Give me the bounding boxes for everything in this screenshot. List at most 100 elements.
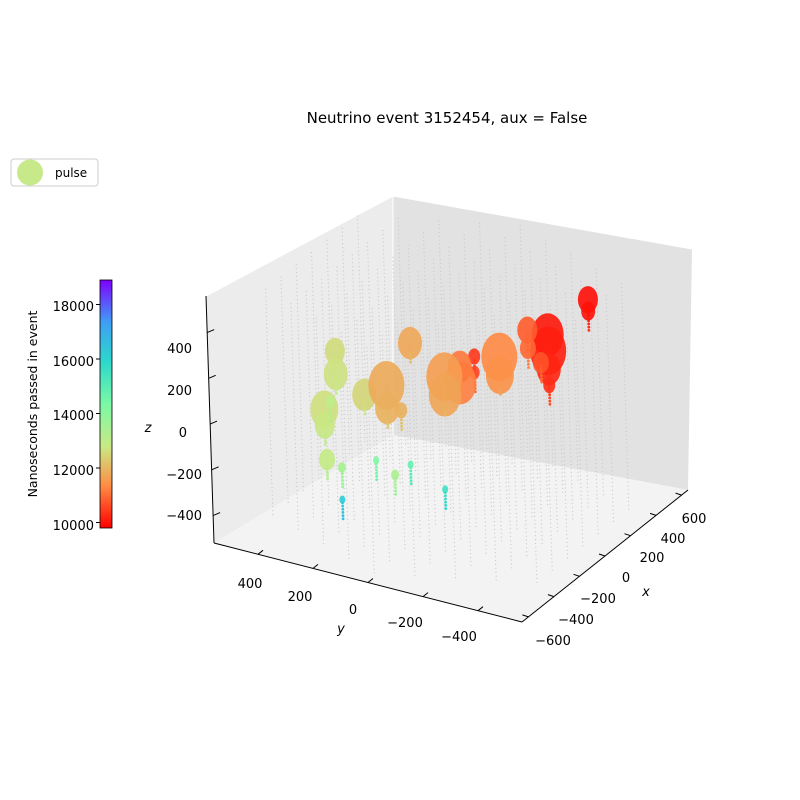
dom-dot	[503, 427, 505, 429]
dom-dot	[453, 522, 455, 524]
dom-dot	[356, 215, 359, 217]
dom-dot	[314, 353, 316, 355]
dom-dot	[489, 253, 491, 255]
dom-dot	[442, 480, 444, 482]
dom-dot	[368, 284, 370, 287]
dom-dot	[389, 560, 391, 562]
dom-dot	[433, 278, 435, 280]
dom-dot	[484, 381, 486, 384]
z-tick-mark	[208, 374, 216, 379]
dom-dot	[411, 365, 413, 367]
dom-dot	[357, 223, 359, 225]
pulse-point	[328, 403, 332, 407]
dom-dot	[393, 307, 396, 309]
dom-dot	[372, 319, 374, 321]
dom-dot	[597, 533, 599, 535]
dom-dot	[345, 476, 347, 478]
dom-dot	[469, 405, 471, 407]
dom-dot	[327, 488, 329, 490]
dom-dot	[511, 450, 513, 453]
dom-dot	[584, 420, 587, 422]
dom-dot	[433, 286, 435, 288]
dom-dot	[585, 436, 587, 438]
dom-dot	[602, 490, 605, 492]
dom-dot	[519, 419, 521, 421]
dom-dot	[476, 335, 478, 337]
dom-dot	[515, 294, 517, 297]
dom-dot	[363, 347, 365, 349]
dom-dot	[520, 458, 522, 460]
dom-dot	[569, 432, 571, 435]
dom-dot	[366, 362, 368, 364]
dom-dot	[434, 317, 436, 319]
dom-dot	[597, 315, 599, 317]
dom-dot	[516, 333, 518, 335]
dom-dot	[514, 466, 516, 468]
detector-string	[346, 293, 355, 521]
dom-dot	[311, 481, 313, 483]
dom-dot	[536, 399, 539, 401]
dom-dot	[534, 407, 536, 409]
dom-dot	[575, 421, 577, 423]
dom-dot	[537, 422, 539, 424]
dom-dot	[359, 428, 361, 431]
dom-dot	[440, 282, 442, 284]
dom-dot	[471, 413, 474, 415]
dom-dot	[602, 478, 604, 480]
dom-dot	[321, 294, 323, 296]
dom-dot	[490, 502, 492, 504]
dom-dot	[315, 317, 317, 319]
dom-dot	[346, 507, 348, 509]
dom-dot	[506, 318, 509, 320]
dom-dot	[483, 498, 485, 500]
dom-dot	[524, 496, 526, 498]
dom-dot	[418, 485, 420, 487]
dom-dot	[363, 339, 365, 341]
dom-dot	[622, 333, 624, 335]
dom-dot	[431, 418, 433, 420]
dom-dot	[565, 308, 567, 310]
dom-dot	[449, 495, 451, 497]
dom-dot	[360, 316, 362, 318]
dom-dot	[335, 433, 337, 435]
pulse-point	[400, 418, 403, 422]
detector-string	[620, 283, 630, 510]
dom-dot	[285, 443, 287, 445]
dom-dot	[464, 265, 466, 267]
dom-dot	[333, 465, 335, 467]
dom-dot	[521, 279, 523, 281]
dom-dot	[465, 428, 468, 430]
dom-dot	[424, 290, 426, 292]
dom-dot	[354, 339, 356, 342]
dom-dot	[580, 280, 582, 282]
dom-dot	[343, 409, 345, 412]
dom-dot	[366, 436, 368, 438]
dom-dot	[566, 549, 568, 551]
dom-dot	[350, 429, 352, 431]
dom-dot	[387, 509, 389, 511]
pulse-point	[548, 390, 551, 393]
dom-dot	[442, 468, 444, 470]
dom-dot	[388, 432, 390, 434]
dom-dot	[425, 306, 427, 308]
dom-dot	[456, 413, 458, 415]
dom-dot	[345, 355, 347, 358]
dom-dot	[564, 467, 566, 470]
pulse-point	[334, 385, 338, 389]
dom-dot	[369, 316, 371, 318]
dom-dot	[293, 408, 295, 410]
dom-dot	[385, 451, 387, 453]
dom-dot	[586, 475, 588, 477]
dom-dot	[383, 482, 386, 484]
dom-dot	[409, 314, 412, 316]
dom-dot	[576, 350, 578, 352]
dom-dot	[606, 314, 608, 316]
dom-dot	[540, 290, 542, 292]
dom-dot	[571, 300, 574, 302]
dom-dot	[268, 409, 271, 411]
dom-dot	[570, 273, 573, 275]
dom-dot	[361, 355, 363, 357]
dom-dot	[329, 329, 331, 331]
dom-dot	[438, 336, 440, 338]
dom-dot	[627, 477, 629, 479]
